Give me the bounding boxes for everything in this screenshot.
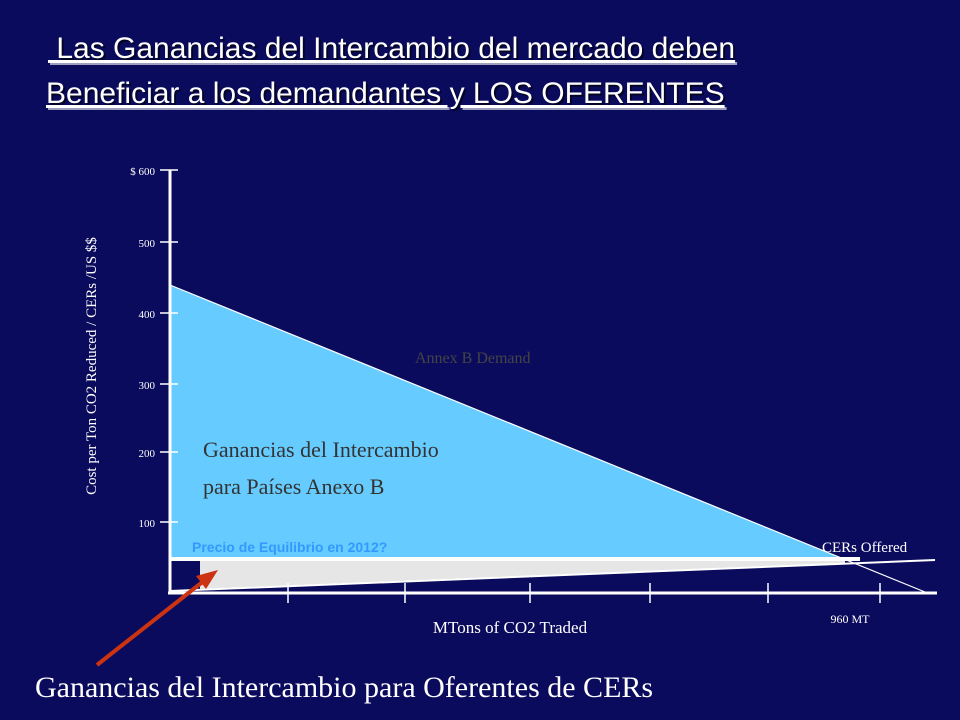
y-axis-label: Cost per Ton CO2 Reduced / CERs /US $$ xyxy=(84,237,100,495)
demand-line xyxy=(169,284,926,593)
arrow-shaft xyxy=(95,578,207,667)
axes xyxy=(168,170,937,595)
x-note: 960 MT xyxy=(831,612,871,626)
price-label: Precio de Equilibrio en 2012? xyxy=(192,539,387,555)
supply-line xyxy=(169,559,936,592)
title-line: Beneficiar a los demandantes y LOS OFERE… xyxy=(46,77,725,110)
title: Las Ganancias del Intercambio del mercad… xyxy=(46,32,737,112)
x-axis-label: MTons of CO2 Traded xyxy=(433,618,588,637)
seller-surplus-area xyxy=(200,560,845,589)
ticks xyxy=(160,169,881,603)
arrow-head xyxy=(196,570,218,589)
title-shadow: Las Ganancias del Intercambio del mercad… xyxy=(50,34,737,67)
footer-caption: Ganancias del Intercambio para Oferentes… xyxy=(35,671,653,704)
y-tick-label: $ 600 xyxy=(130,166,155,178)
buyer-gain-label: Ganancias del Intercambio xyxy=(203,437,439,462)
y-tick-label: 400 xyxy=(139,309,156,321)
title-line: Las Ganancias del Intercambio del mercad… xyxy=(48,32,735,65)
y-tick-label: 100 xyxy=(139,518,156,530)
y-tick-label: 500 xyxy=(139,238,156,250)
y-tick-label: 200 xyxy=(139,448,156,460)
supply-label: CERs Offered xyxy=(822,540,908,556)
y-tick-label: 300 xyxy=(139,380,156,392)
title-shadow: Beneficiar a los demandantes y LOS OFERE… xyxy=(48,79,727,112)
buyer-gain-label: para Países Anexo B xyxy=(203,474,384,499)
demand-label: Annex B Demand xyxy=(415,350,531,367)
y-tick-labels: $ 600 500 400 300 200 100 xyxy=(130,166,155,530)
